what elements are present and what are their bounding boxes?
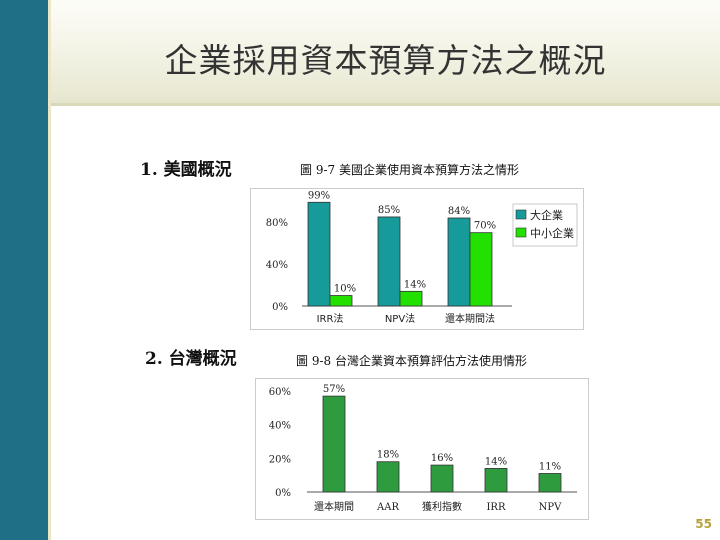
chart1-data-label: 85%	[378, 205, 400, 216]
chart1-y-tick-label: 80%	[266, 218, 288, 229]
chart1-bar	[399, 290, 423, 307]
chart1-bar	[377, 216, 401, 307]
chart2-y-tick-label: 0%	[275, 488, 291, 499]
chart1-y-tick-label: 0%	[272, 302, 288, 313]
chart1-legend-swatch	[515, 209, 527, 220]
taiwan-capital-budgeting-chart: 0% 20% 40% 60% 57% 還本期間 18% AAR 16% 獲利指數 14% IRR 11…	[255, 378, 589, 520]
chart1-data-label: 84%	[448, 206, 470, 217]
chart2-data-label: 16%	[431, 453, 453, 464]
chart1-x-tick-label: IRR法	[317, 312, 344, 325]
chart1-bar	[307, 201, 331, 307]
title-divider	[51, 103, 720, 106]
chart2-data-label: 11%	[539, 461, 561, 472]
chart1-legend-swatch	[515, 227, 527, 238]
chart2-x-tick-label: 獲利指數	[422, 500, 462, 513]
title-band	[51, 0, 720, 103]
chart1-data-label: 14%	[404, 279, 426, 290]
chart1-x-tick-label: NPV法	[385, 312, 415, 325]
section-us-heading: 1. 美國概況	[140, 160, 232, 180]
chart2-x-tick-label: NPV	[539, 502, 562, 513]
section-taiwan-heading: 2. 台灣概況	[145, 349, 237, 369]
chart1-data-label: 99%	[308, 190, 330, 201]
slide-title: 企業採用資本預算方法之概況	[164, 41, 607, 80]
chart2-bar	[322, 395, 346, 493]
chart2-bar	[430, 464, 454, 493]
chart2-y-tick-label: 60%	[269, 387, 291, 398]
chart1-data-label: 10%	[334, 284, 356, 295]
chart2-caption: 圖 9-8 台灣企業資本預算評估方法使用情形	[296, 354, 527, 368]
chart2-frame	[255, 378, 589, 520]
chart2-bar	[538, 473, 562, 493]
chart2-y-tick-label: 40%	[269, 421, 291, 432]
chart2-x-tick-label: AAR	[376, 502, 399, 513]
us-capital-budgeting-chart: 0% 40% 80% 99% 10% IRR法 85% 14% NPV法 84% 70% 還本期間法…	[250, 188, 584, 330]
chart1-legend-label: 中小企業	[530, 226, 574, 240]
left-accent-bar	[0, 0, 48, 540]
page-number: 55	[695, 517, 712, 531]
chart1-bar	[447, 217, 471, 307]
left-accent-line	[48, 0, 51, 540]
chart1-y-tick-label: 40%	[266, 260, 288, 271]
chart2-x-tick-label: IRR	[486, 502, 505, 513]
chart2-data-label: 18%	[377, 450, 399, 461]
chart1-bar	[329, 295, 353, 307]
chart2-data-label: 14%	[485, 456, 507, 467]
chart1-caption: 圖 9-7 美國企業使用資本預算方法之情形	[300, 163, 519, 177]
chart2-data-label: 57%	[323, 384, 345, 395]
chart2-bar	[484, 468, 508, 493]
chart1-data-label: 70%	[474, 221, 496, 232]
chart2-y-tick-label: 20%	[269, 454, 291, 465]
chart2-x-tick-label: 還本期間	[314, 500, 354, 513]
chart1-bar	[469, 232, 493, 307]
chart1-x-tick-label: 還本期間法	[445, 312, 495, 325]
chart2-bar	[376, 461, 400, 493]
chart1-legend-label: 大企業	[530, 208, 563, 222]
